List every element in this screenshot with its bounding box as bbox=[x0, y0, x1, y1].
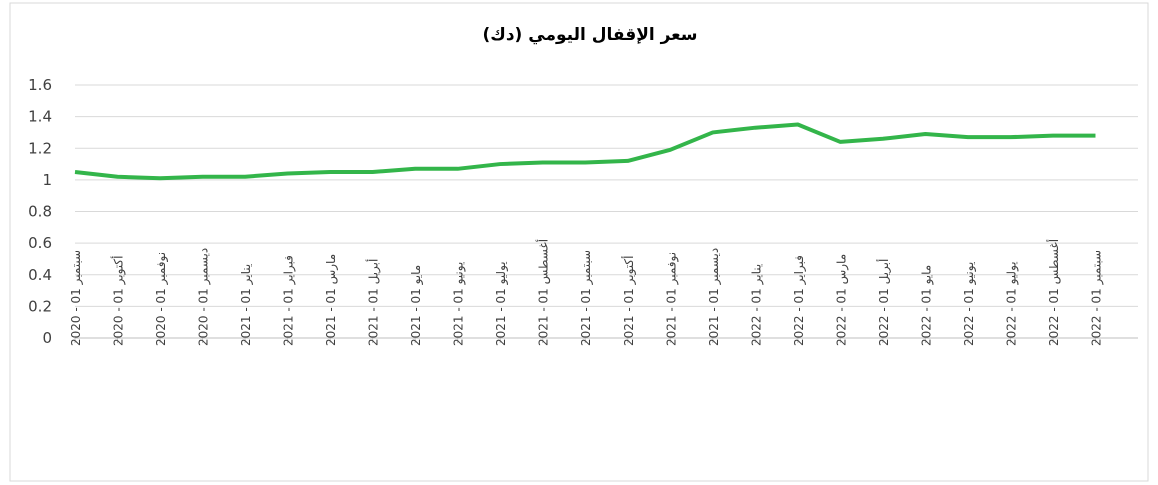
x-tick-label: أكتوبر 01 - 2020 bbox=[111, 256, 127, 346]
x-tick-label: يناير 01 - 2022 bbox=[749, 264, 764, 346]
x-tick-label: ديسمبر 01 - 2020 bbox=[197, 248, 212, 346]
x-tick-label: أكتوبر 01 - 2021 bbox=[621, 256, 637, 346]
x-tick-label: مارس 01 - 2022 bbox=[834, 254, 849, 346]
x-tick-label: مايو 01 - 2022 bbox=[919, 265, 934, 346]
y-tick-label: 0.6 bbox=[28, 234, 52, 252]
y-tick-label: 1.6 bbox=[28, 76, 52, 94]
data-line bbox=[74, 122, 1096, 181]
x-tick-label: أغسطس 01 - 2021 bbox=[536, 239, 552, 346]
x-tick-label: سبتمبر 01 - 2022 bbox=[1089, 250, 1104, 346]
x-tick-label: سبتمبر 01 - 2021 bbox=[579, 250, 594, 346]
x-tick-label: نوفمبر 01 - 2021 bbox=[664, 252, 679, 346]
x-tick-label: مايو 01 - 2021 bbox=[409, 265, 424, 346]
x-tick-label: يونيو 01 - 2021 bbox=[452, 262, 467, 346]
x-tick-label: يونيو 01 - 2022 bbox=[962, 262, 977, 346]
x-tick-label: فبراير 01 - 2022 bbox=[792, 255, 807, 346]
chart-frame bbox=[9, 2, 1149, 482]
y-tick-label: 1 bbox=[42, 171, 52, 189]
x-tick-label: أبريل 01 - 2022 bbox=[876, 259, 892, 346]
x-tick-label: أبريل 01 - 2021 bbox=[366, 259, 382, 346]
y-tick-label: 1.4 bbox=[28, 108, 52, 126]
y-tick-label: 0.8 bbox=[28, 203, 52, 221]
x-tick-label: نوفمبر 01 - 2020 bbox=[154, 252, 169, 346]
x-tick-label: يوليو 01 - 2021 bbox=[494, 261, 509, 346]
x-tick-label: سبتمبر 01 - 2020 bbox=[69, 250, 84, 346]
x-tick-label: أغسطس 01 - 2022 bbox=[1046, 239, 1062, 346]
x-tick-label: ديسمبر 01 - 2021 bbox=[707, 248, 722, 346]
chart-title: سعر الإقفال اليومي (دك) bbox=[482, 25, 697, 45]
y-tick-label: 0.2 bbox=[28, 297, 52, 315]
x-tick-label: يوليو 01 - 2022 bbox=[1004, 261, 1019, 346]
y-tick-label: 1.2 bbox=[28, 139, 52, 157]
x-tick-label: يناير 01 - 2021 bbox=[239, 264, 254, 346]
y-tick-label: 0 bbox=[42, 329, 52, 347]
y-tick-label: 0.4 bbox=[28, 266, 52, 284]
x-tick-label: فبراير 01 - 2021 bbox=[282, 255, 297, 346]
x-tick-label: مارس 01 - 2021 bbox=[324, 254, 339, 346]
